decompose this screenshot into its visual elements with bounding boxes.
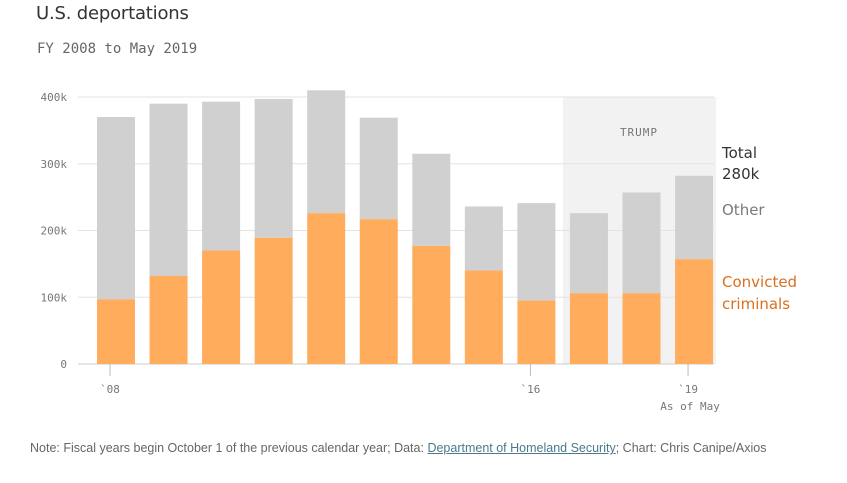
bar-other-2017 (569, 213, 608, 294)
bar-convicted-2016 (517, 300, 556, 364)
footnote-suffix: ; Chart: Chris Canipe/Axios (615, 441, 767, 455)
bar-convicted-2018 (622, 293, 661, 364)
data-source-link[interactable]: Department of Homeland Security (427, 441, 616, 455)
y-tick-label: 0 (60, 358, 67, 371)
trump-period-label: TRUMP (620, 126, 658, 139)
bar-convicted-2014 (412, 245, 451, 364)
bar-other-2012 (307, 90, 346, 214)
bar-other-2018 (622, 192, 661, 294)
bar-convicted-2008 (97, 299, 135, 364)
y-tick-label: 200k (41, 225, 68, 238)
legend-total-label: Total (722, 144, 758, 162)
bar-convicted-2009 (149, 275, 188, 364)
legend-total-value: 280k (722, 165, 760, 183)
y-tick-label: 400k (41, 91, 68, 104)
y-tick-label: 300k (41, 158, 68, 171)
bar-other-2008 (97, 117, 135, 300)
x-tick-label: `16 (520, 383, 540, 396)
bar-other-2015 (464, 206, 503, 271)
bar-other-2010 (202, 101, 241, 251)
footnote-prefix: Note: Fiscal years begin October 1 of th… (30, 441, 428, 455)
bar-convicted-2010 (202, 250, 241, 364)
bar-other-2016 (517, 203, 556, 301)
footnote: Note: Fiscal years begin October 1 of th… (30, 441, 766, 455)
bar-convicted-2013 (359, 219, 398, 364)
bar-other-2014 (412, 153, 451, 246)
y-tick-label: 100k (41, 291, 68, 304)
bar-convicted-2011 (254, 237, 293, 364)
bar-convicted-2019 (675, 259, 714, 364)
bar-chart: 0 100k 200k 300k 400k `08 `16 `19 As of May TRUM… (41, 90, 720, 413)
bar-other-2019 (675, 175, 714, 260)
legend-total: Total 280k (722, 143, 759, 185)
legend-convicted-label: Convicted criminals (722, 273, 798, 313)
x-tick-label: `19 (678, 383, 698, 396)
x-tick-sublabel: As of May (660, 400, 720, 413)
bar-convicted-2017 (569, 293, 608, 364)
bar-convicted-2012 (307, 213, 346, 364)
x-tick-label: `08 (100, 383, 120, 396)
legend-other-label: Other (722, 201, 765, 219)
bar-other-2013 (359, 117, 398, 220)
chart-subtitle: FY 2008 to May 2019 (37, 41, 198, 57)
bar-other-2011 (254, 99, 293, 238)
chart-title: U.S. deportations (36, 3, 189, 24)
bar-other-2009 (149, 103, 188, 276)
bar-convicted-2015 (464, 270, 503, 364)
